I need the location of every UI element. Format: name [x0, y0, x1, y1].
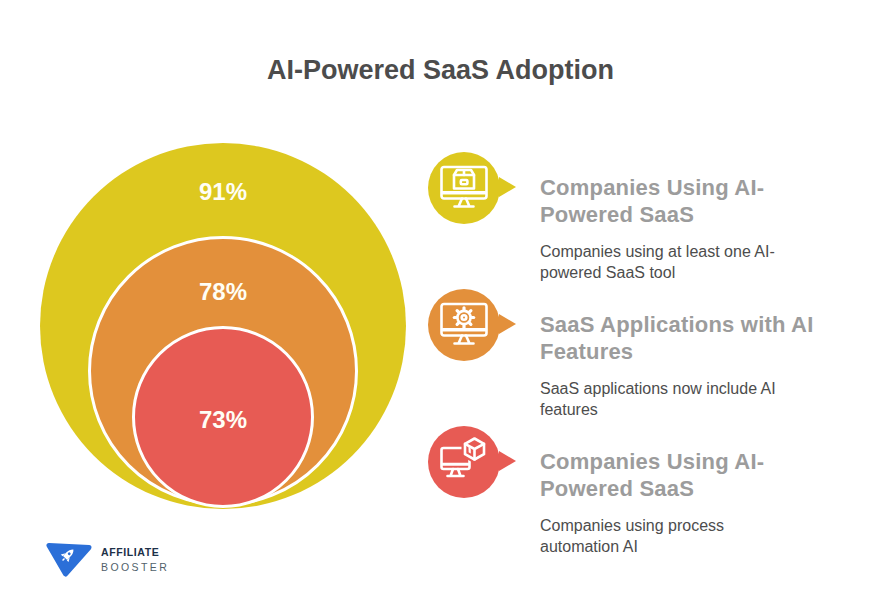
nested-circles-chart: 91% 78% 73%: [40, 143, 406, 509]
value-label-91: 91%: [40, 178, 406, 206]
logo-text-affiliate: AFFILIATE: [101, 546, 169, 558]
legend-item-1: Companies Using AI-Powered SaaS Companie…: [428, 152, 868, 282]
legend-bubble-red: [428, 426, 500, 498]
legend-description-1: Companies using at least one AI-powered …: [540, 241, 790, 283]
value-label-78: 78%: [40, 278, 406, 306]
legend-description-3: Companies using process automation AI: [540, 515, 790, 557]
monitor-cube-icon: [438, 436, 490, 488]
legend-bubble-yellow: [428, 152, 500, 224]
logo-rocket-triangle-icon: [45, 540, 93, 578]
page-title: AI-Powered SaaS Adoption: [0, 55, 881, 86]
logo-text-booster: BOOSTER: [101, 561, 169, 573]
legend-bubble-orange: [428, 289, 500, 361]
legend-title-3: Companies Using AI-Powered SaaS: [540, 448, 835, 502]
legend-title-2: SaaS Applications with AI Features: [540, 311, 835, 365]
monitor-package-icon: [438, 162, 490, 214]
affiliate-booster-logo: AFFILIATE BOOSTER: [45, 540, 169, 578]
monitor-gear-icon: [438, 299, 490, 351]
legend-item-3: Companies Using AI-Powered SaaS Companie…: [428, 426, 868, 556]
legend-item-2: SaaS Applications with AI Features SaaS …: [428, 289, 868, 419]
legend-title-1: Companies Using AI-Powered SaaS: [540, 174, 835, 228]
infographic: AI-Powered SaaS Adoption 91% 78% 73% Com…: [0, 0, 881, 600]
value-label-73: 73%: [40, 406, 406, 434]
legend-description-2: SaaS applications now include AI feature…: [540, 378, 790, 420]
